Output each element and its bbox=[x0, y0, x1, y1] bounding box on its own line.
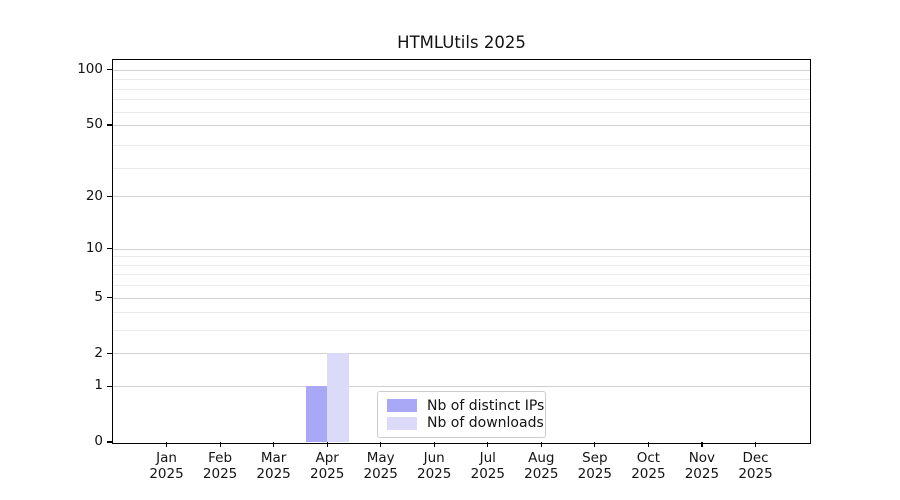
major-gridline bbox=[113, 196, 810, 198]
minor-gridline bbox=[113, 88, 810, 90]
bar-nb-of-distinct-ips bbox=[305, 386, 328, 442]
major-gridline bbox=[113, 353, 810, 355]
minor-gridline bbox=[113, 264, 810, 266]
x-tick-label: Oct 2025 bbox=[631, 450, 666, 482]
y-tick-mark bbox=[107, 296, 112, 299]
y-tick-label: 2 bbox=[94, 344, 103, 361]
x-tick-mark bbox=[273, 442, 275, 447]
x-tick-mark bbox=[701, 442, 703, 447]
x-tick-label: Jan 2025 bbox=[149, 450, 184, 482]
chart-title: HTMLUtils 2025 bbox=[397, 33, 526, 52]
minor-gridline bbox=[113, 256, 810, 258]
x-tick-mark bbox=[326, 442, 328, 447]
major-gridline bbox=[113, 69, 810, 71]
x-tick-mark bbox=[754, 442, 757, 447]
legend-row: Nb of downloads bbox=[387, 415, 544, 431]
y-tick-label: 50 bbox=[85, 116, 103, 133]
y-tick-mark bbox=[107, 248, 112, 250]
y-tick-label: 0 bbox=[94, 433, 103, 450]
y-tick-mark bbox=[107, 124, 112, 126]
major-gridline bbox=[113, 124, 810, 126]
minor-gridline bbox=[113, 167, 810, 169]
x-tick-label: Mar 2025 bbox=[256, 450, 291, 482]
y-tick-mark bbox=[107, 69, 112, 71]
y-tick-mark bbox=[107, 441, 112, 443]
x-tick-mark bbox=[540, 442, 542, 447]
minor-gridline bbox=[113, 285, 810, 287]
x-tick-mark bbox=[380, 442, 382, 447]
legend-label: Nb of distinct IPs bbox=[427, 397, 545, 414]
x-tick-mark bbox=[433, 442, 435, 447]
minor-gridline bbox=[113, 79, 810, 81]
minor-gridline bbox=[113, 330, 810, 332]
y-tick-mark bbox=[107, 195, 112, 198]
legend-swatch-icon bbox=[387, 399, 417, 413]
minor-gridline bbox=[113, 99, 810, 101]
major-gridline bbox=[113, 386, 810, 388]
major-gridline bbox=[113, 248, 810, 250]
y-tick-label: 100 bbox=[77, 61, 103, 78]
legend-label: Nb of downloads bbox=[427, 415, 544, 432]
x-tick-mark bbox=[487, 442, 489, 447]
major-gridline bbox=[113, 297, 810, 299]
x-tick-label: Jun 2025 bbox=[417, 450, 452, 482]
x-tick-mark bbox=[219, 442, 221, 447]
y-tick-mark bbox=[107, 385, 112, 387]
legend-row: Nb of distinct IPs bbox=[387, 398, 544, 414]
minor-gridline bbox=[113, 111, 810, 113]
x-tick-label: Dec 2025 bbox=[738, 450, 773, 482]
y-tick-label: 1 bbox=[94, 377, 103, 394]
x-tick-label: Apr 2025 bbox=[310, 450, 345, 482]
x-tick-label: Feb 2025 bbox=[202, 450, 238, 482]
bar-nb-of-downloads bbox=[327, 353, 349, 442]
y-tick-label: 5 bbox=[94, 288, 103, 305]
y-tick-label: 20 bbox=[85, 187, 103, 204]
legend-swatch-icon bbox=[387, 416, 417, 430]
x-tick-mark bbox=[594, 442, 596, 447]
x-tick-label: Nov 2025 bbox=[684, 450, 720, 482]
minor-gridline bbox=[113, 144, 810, 146]
y-tick-mark bbox=[107, 352, 112, 355]
x-tick-label: Aug 2025 bbox=[524, 450, 559, 482]
x-tick-label: Sep 2025 bbox=[577, 450, 612, 482]
x-tick-label: Jul 2025 bbox=[470, 450, 505, 482]
y-tick-label: 10 bbox=[85, 239, 103, 256]
x-tick-mark bbox=[647, 442, 650, 447]
minor-gridline bbox=[113, 274, 810, 276]
minor-gridline bbox=[113, 312, 810, 314]
x-tick-mark bbox=[165, 442, 168, 447]
plot-area: 0 1 2 5 10 20 50 100 Jan 2025 Feb 2025 Mar 2025 Apr… bbox=[77, 59, 811, 481]
x-tick-label: May 2025 bbox=[363, 450, 398, 482]
legend: Nb of distinct IPs Nb of downloads bbox=[377, 391, 546, 438]
